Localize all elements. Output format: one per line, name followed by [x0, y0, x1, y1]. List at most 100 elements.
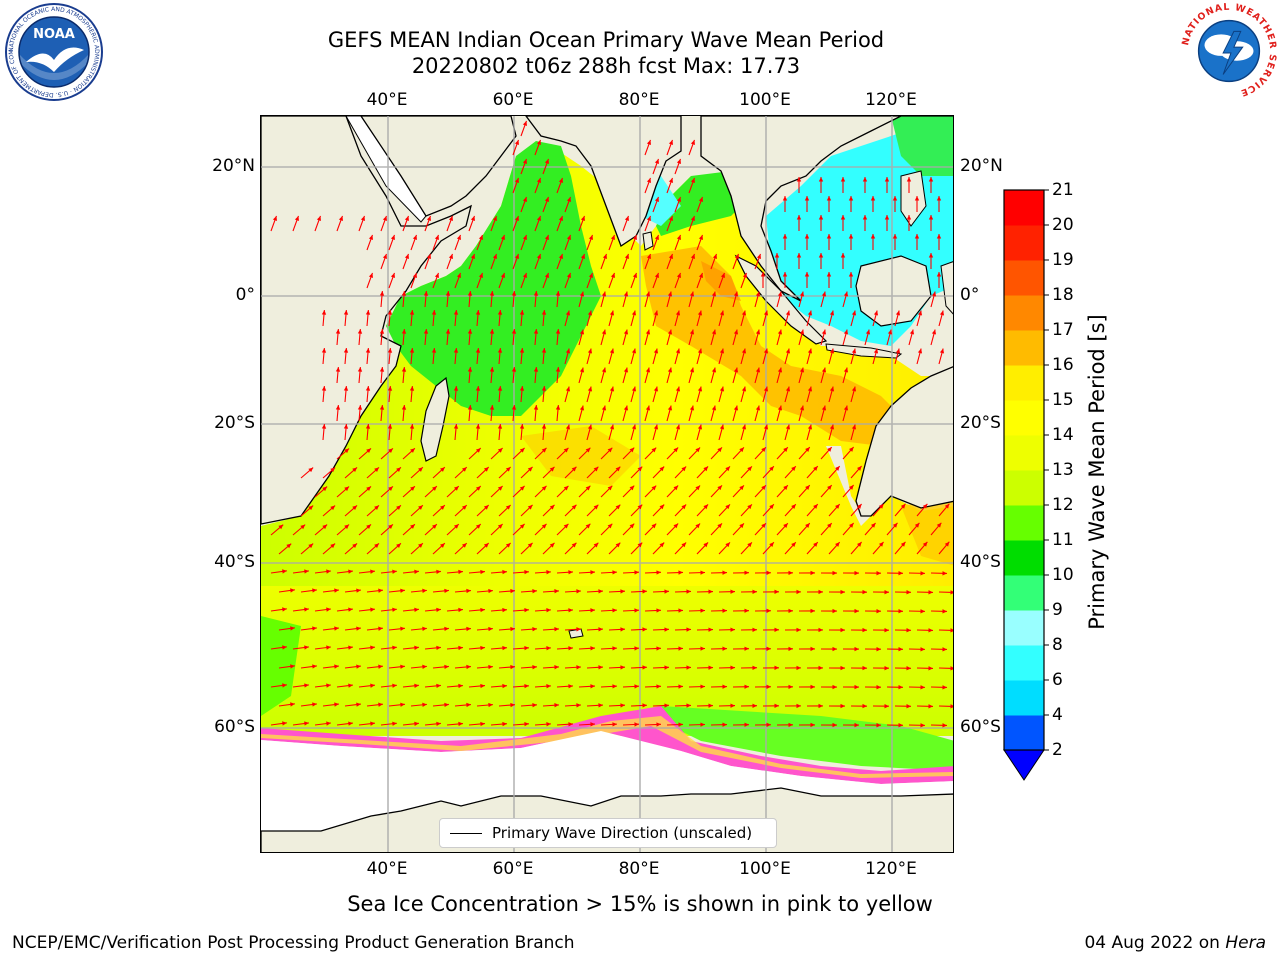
wave-arrow-head: [678, 722, 683, 727]
wave-arrow-head: [676, 272, 681, 278]
colorbar-tick-label: 20: [1052, 215, 1074, 235]
wave-arrow-head: [755, 329, 761, 335]
wave-arrow-head: [849, 447, 854, 452]
wave-arrow-head: [601, 405, 607, 411]
wave-arrow-head: [576, 627, 581, 632]
wave-arrow-head: [717, 485, 723, 491]
wave-arrow-head: [368, 234, 373, 240]
wave-arrow-head: [308, 467, 314, 473]
wave-arrow-head: [615, 542, 621, 548]
wave-arrow-head: [436, 683, 441, 689]
wave-arrow-head: [554, 703, 559, 708]
wave-arrow-head: [645, 367, 651, 373]
wave-arrow-head: [555, 291, 561, 296]
wave-arrow-head: [703, 466, 709, 472]
wave-arrow-head: [378, 626, 383, 631]
wave-arrow-head: [690, 215, 695, 221]
map-grid: [261, 116, 953, 852]
wave-arrow-head: [480, 721, 485, 727]
wave-arrow-head: [497, 424, 503, 429]
wave-arrow-head: [387, 386, 393, 391]
wave-arrow-head: [634, 684, 639, 689]
wave-arrow-head: [835, 504, 840, 509]
wave-arrow-head: [950, 628, 953, 633]
tropical-green-zone: [891, 116, 953, 176]
wave-arrow-head: [290, 702, 295, 707]
wave-arrow-head: [799, 329, 805, 335]
wave-arrow-head: [461, 467, 467, 472]
wave-arrow-head: [466, 702, 471, 708]
lat-label-right: 20°S: [960, 413, 1001, 433]
wave-arrow-head: [703, 504, 709, 510]
wave-arrow-head: [436, 721, 441, 727]
wave-arrow-head: [374, 543, 379, 549]
wave-arrow-head: [659, 504, 665, 510]
wave-arrow-head: [634, 608, 639, 613]
wave-arrow-head: [334, 664, 339, 669]
wave-arrow-head: [739, 485, 744, 491]
wave-arrow-head: [458, 607, 463, 613]
wave-arrow-head: [290, 664, 295, 669]
wave-arrow-head: [445, 329, 451, 334]
wave-arrow-head: [689, 291, 695, 297]
wave-arrow-head: [939, 310, 945, 316]
wave-arrow-head: [467, 329, 473, 334]
wave-arrow-head: [700, 684, 705, 689]
wave-arrow-head: [788, 684, 793, 690]
wave-arrow-head: [832, 722, 837, 728]
wave-arrow-head: [642, 589, 647, 594]
philippines-islands: [900, 170, 927, 227]
wave-arrow-head: [719, 310, 725, 316]
wave-arrow-head: [527, 542, 533, 548]
lon-label-top: 60°E: [492, 90, 534, 110]
wave-arrow-head: [632, 272, 637, 278]
wave-arrow-head: [558, 253, 563, 259]
wave-arrow-head: [832, 608, 837, 614]
wave-arrow-head: [344, 448, 350, 454]
wave-arrow-head: [409, 310, 415, 315]
wave-arrow-head: [854, 684, 859, 690]
wave-arrow-head: [549, 466, 555, 472]
wave-arrow-head: [378, 702, 383, 707]
wave-arrow-head: [470, 253, 475, 259]
wave-arrow-head: [519, 310, 525, 315]
sea-ice-note: Sea Ice Concentration > 15% is shown in …: [347, 892, 933, 916]
wave-arrow-head: [676, 158, 681, 164]
wave-arrow-head: [475, 348, 481, 353]
wave-arrow-head: [898, 723, 903, 728]
wave-arrow-head: [593, 504, 599, 510]
wave-arrow-head: [870, 234, 876, 239]
wave-arrow-head: [796, 215, 802, 220]
wave-arrow-head: [392, 683, 397, 688]
wave-arrow-head: [434, 234, 439, 240]
wave-arrow-head: [392, 607, 397, 612]
wave-arrow-head: [931, 291, 937, 297]
wave-arrow-head: [453, 524, 459, 529]
wave-arrow-head: [634, 722, 639, 727]
wave-arrow-head: [698, 196, 703, 202]
wave-arrow-head: [783, 523, 788, 529]
wave-arrow-head: [739, 447, 744, 453]
wave-arrow-head: [352, 543, 358, 549]
wave-arrow-head: [656, 722, 661, 727]
wave-arrow-head: [668, 253, 673, 259]
wave-arrow-head: [379, 405, 385, 410]
wave-arrow-head: [304, 721, 309, 726]
wave-arrow-head: [785, 310, 791, 316]
wave-arrow-head: [609, 348, 615, 354]
colorbar-tick-label: 14: [1052, 425, 1074, 445]
wave-arrow-head: [725, 504, 730, 510]
wave-arrow-head: [356, 664, 361, 669]
wave-arrow-head: [426, 253, 431, 259]
map-area[interactable]: Primary Wave Direction (unscaled): [260, 115, 954, 853]
wave-arrow-head: [615, 466, 621, 472]
wave-arrow-head: [678, 646, 683, 651]
wave-arrow-head: [334, 626, 339, 631]
wave-arrow-head: [774, 665, 779, 671]
wave-arrow-head: [783, 447, 788, 453]
wave-arrow-head: [928, 628, 933, 633]
wave-arrow-head: [366, 486, 371, 492]
wave-arrow-head: [423, 291, 429, 296]
wave-arrow-head: [664, 589, 669, 594]
wave-arrow-head: [555, 329, 561, 334]
